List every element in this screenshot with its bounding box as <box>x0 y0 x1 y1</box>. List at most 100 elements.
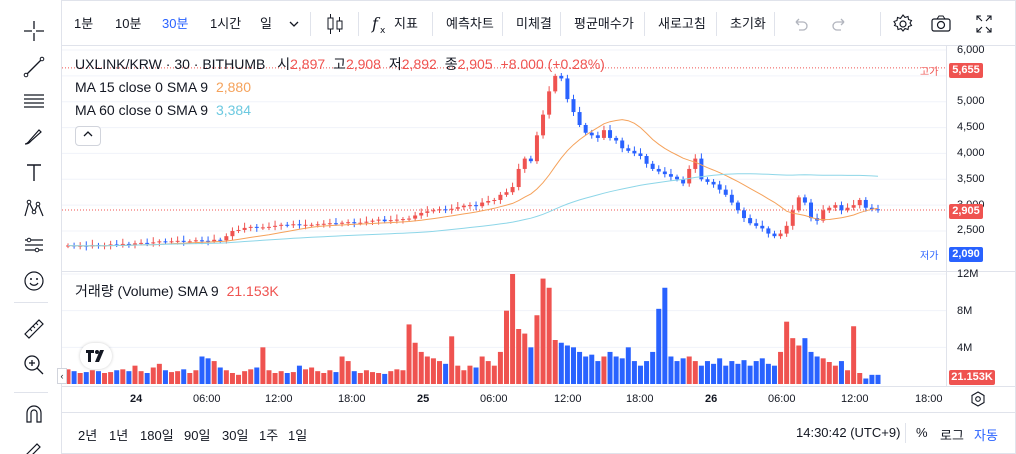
candle-body <box>486 201 491 203</box>
svg-text:x: x <box>380 26 386 36</box>
volume-bar <box>613 356 619 384</box>
volume-bar <box>802 338 808 384</box>
ma15-legend[interactable]: MA 15 close 0 SMA 9 2,880 <box>75 79 251 95</box>
unfilled-orders-button[interactable]: 미체결 <box>516 16 552 31</box>
volume-bar <box>254 367 260 384</box>
interval-10m[interactable]: 10분 <box>115 16 142 31</box>
ma60-legend[interactable]: MA 60 close 0 SMA 9 3,384 <box>75 102 251 118</box>
candle-body <box>388 220 393 222</box>
candle-body <box>504 192 509 195</box>
log-toggle[interactable]: 로그 <box>940 428 964 443</box>
range-1y-button[interactable]: 1년 <box>109 428 129 443</box>
range-1w-button[interactable]: 1주 <box>259 428 279 443</box>
volume-legend[interactable]: 거래량 (Volume) SMA 9 21.153K <box>75 281 279 301</box>
ruler-icon[interactable] <box>19 314 49 344</box>
candle-body <box>553 75 558 92</box>
clock[interactable]: 14:30:42 (UTC+9) <box>796 425 901 440</box>
candle-body <box>583 124 588 133</box>
candle-body <box>407 218 412 220</box>
volume-bar <box>558 342 564 384</box>
volume-bar <box>510 274 516 384</box>
crosshair-icon[interactable] <box>19 16 49 46</box>
candle-type-icon[interactable] <box>324 12 346 36</box>
emoji-icon[interactable] <box>19 266 49 296</box>
pattern-icon[interactable] <box>19 194 49 224</box>
magnet-icon[interactable] <box>19 400 49 430</box>
fib-retracement-icon[interactable] <box>19 86 49 116</box>
range-90d-button[interactable]: 90일 <box>184 428 211 443</box>
text-icon[interactable] <box>19 158 49 188</box>
tradingview-logo[interactable] <box>80 343 112 369</box>
volume-bar <box>698 365 704 384</box>
candle-body <box>443 209 448 211</box>
candle-body <box>431 210 436 212</box>
toolbar-separator <box>502 12 503 36</box>
chart-settings-icon[interactable] <box>970 391 986 412</box>
volume-bar <box>790 338 796 384</box>
volume-chart[interactable] <box>62 272 946 386</box>
price-axis[interactable]: 6,000 5,000 4,500 4,000 3,500 3,000 2,50… <box>946 44 1016 386</box>
time-axis[interactable]: 24 06:00 12:00 18:00 25 06:00 12:00 18:0… <box>62 386 1016 412</box>
candle-body <box>662 171 667 175</box>
volume-bar <box>65 369 71 384</box>
indicators-button[interactable]: 지표 <box>394 16 418 31</box>
interval-1m[interactable]: 1분 <box>74 16 94 31</box>
prediction-icon[interactable] <box>19 230 49 260</box>
candle-body <box>413 215 418 219</box>
lock-drawings-icon[interactable] <box>19 434 49 454</box>
volume-bar <box>327 370 333 384</box>
brush-icon[interactable] <box>19 122 49 152</box>
volume-bar <box>522 333 528 384</box>
time-tick: 06:00 <box>480 393 508 405</box>
percent-toggle[interactable]: % <box>916 425 928 440</box>
range-30d-button[interactable]: 30일 <box>222 428 249 443</box>
undo-icon[interactable] <box>792 12 810 36</box>
trend-line-icon[interactable] <box>19 52 49 82</box>
candle-body <box>668 174 673 177</box>
interval-30m[interactable]: 30분 <box>162 16 189 31</box>
volume-bar <box>497 351 503 384</box>
candle-body <box>577 112 582 125</box>
reset-button[interactable]: 초기화 <box>730 16 766 31</box>
candle-body <box>735 202 740 211</box>
avg-price-button[interactable]: 평균매수가 <box>574 16 634 31</box>
zoom-in-icon[interactable] <box>19 350 49 380</box>
fullscreen-icon[interactable] <box>974 12 994 36</box>
price-chart[interactable] <box>62 46 946 386</box>
volume-bar <box>570 347 576 384</box>
prediction-chart-button[interactable]: 예측차트 <box>446 16 494 31</box>
candle-body <box>394 219 399 221</box>
range-2y-button[interactable]: 2년 <box>78 428 98 443</box>
candle-body <box>534 135 539 162</box>
candle-body <box>571 99 576 113</box>
pane-divider[interactable] <box>62 271 1016 272</box>
refresh-button[interactable]: 새로고침 <box>658 16 706 31</box>
range-180d-button[interactable]: 180일 <box>140 428 174 443</box>
interval-1d[interactable]: 일 <box>260 16 272 31</box>
volume-bar <box>77 373 83 384</box>
interval-1h[interactable]: 1시간 <box>210 16 242 31</box>
collapse-legend-button[interactable] <box>75 126 101 146</box>
candle-body <box>218 239 223 241</box>
volume-bar <box>284 373 290 384</box>
auto-toggle[interactable]: 자동 <box>974 428 998 443</box>
volume-bar <box>315 371 321 384</box>
candle-body <box>78 245 83 247</box>
candle-body <box>291 224 296 226</box>
time-tick: 25 <box>417 393 430 405</box>
time-tick: 18:00 <box>626 393 654 405</box>
chevron-down-icon[interactable] <box>288 12 300 36</box>
volume-bar <box>193 370 199 384</box>
low-price-tag: 2,090 <box>949 247 983 262</box>
candle-body <box>199 240 204 242</box>
camera-icon[interactable] <box>930 12 952 36</box>
settings-gear-icon[interactable] <box>892 12 914 36</box>
scroll-left-button[interactable]: ‹ <box>57 368 67 384</box>
candle-body <box>175 240 180 242</box>
redo-icon[interactable] <box>830 12 848 36</box>
time-tick: 12:00 <box>554 393 582 405</box>
range-1d-button[interactable]: 1일 <box>288 428 308 443</box>
volume-bar <box>607 351 613 384</box>
volume-bar <box>552 340 558 384</box>
